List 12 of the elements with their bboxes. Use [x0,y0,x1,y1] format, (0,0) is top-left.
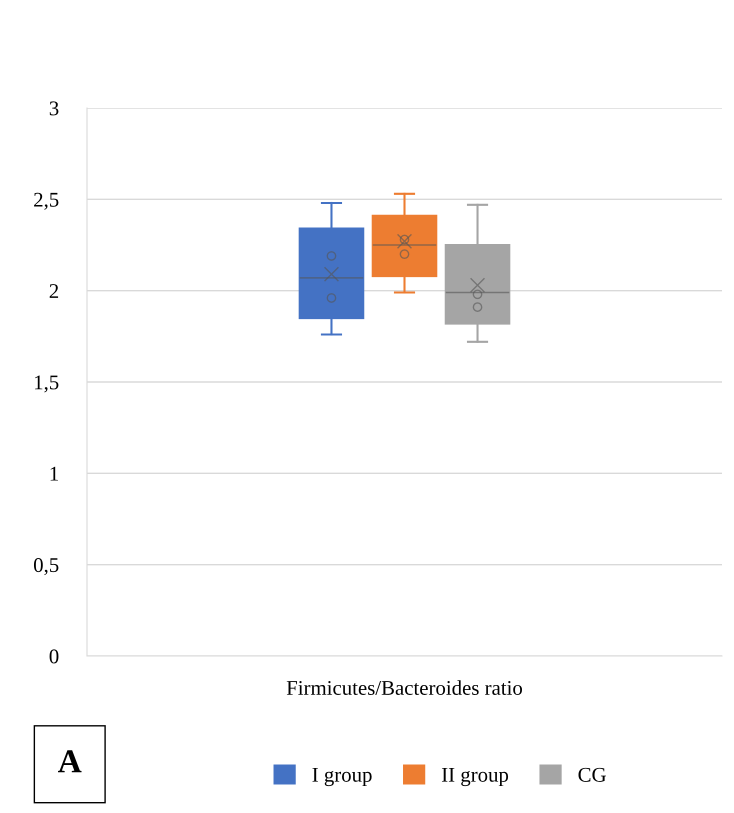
y-tick-label: 0,5 [34,558,58,576]
x-axis-title: Firmicutes/Bacteroides ratio [286,680,522,695]
text: A [58,750,82,772]
legend-label: I group [312,768,372,786]
y-tick-label: 3 [50,101,58,116]
y-tick-label: 1 [50,466,58,481]
legend-label: CG [578,768,606,782]
y-tick-label: 1,5 [35,375,58,392]
legend-label: II group [442,768,508,786]
y-tick-label: 0 [50,649,58,664]
y-tick-label: 2 [50,284,58,298]
y-tick-label: 2,5 [34,192,58,210]
